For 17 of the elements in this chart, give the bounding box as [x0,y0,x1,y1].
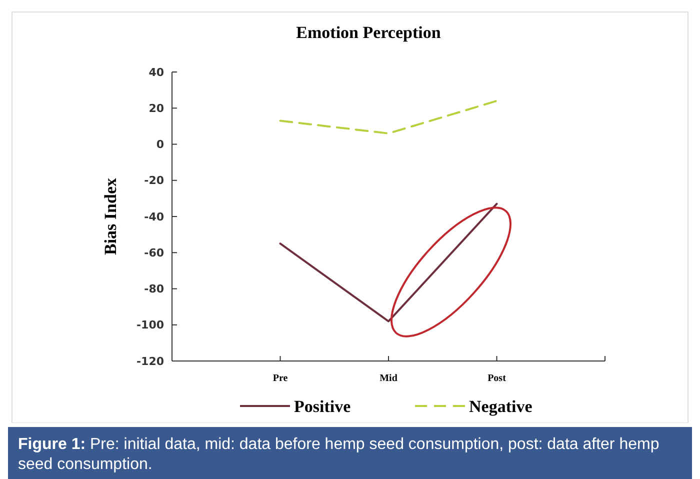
chart-title: Emotion Perception [296,23,442,42]
y-tick-label: -100 [136,318,164,332]
legend-label: Negative [469,396,533,416]
y-axis-title: Bias Index [101,178,120,255]
y-tick-label: -120 [136,354,164,368]
x-tick-label: Mid [380,373,398,384]
y-tick-label: 20 [148,102,164,115]
y-tick-label: -40 [144,210,164,224]
y-tick-label: -80 [144,282,164,296]
y-tick-label: -60 [144,246,164,260]
y-tick-label: 40 [148,66,164,79]
y-tick-label: 0 [156,138,164,152]
y-tick-label: -20 [144,174,164,188]
legend-label: Positive [294,396,352,416]
x-tick-label: Post [488,373,507,384]
x-tick-label: Pre [272,373,288,384]
caption: Figure 1: Pre: initial data, mid: data before hemp seed consumption, post: data after hemp seed consumption. [8,427,692,479]
